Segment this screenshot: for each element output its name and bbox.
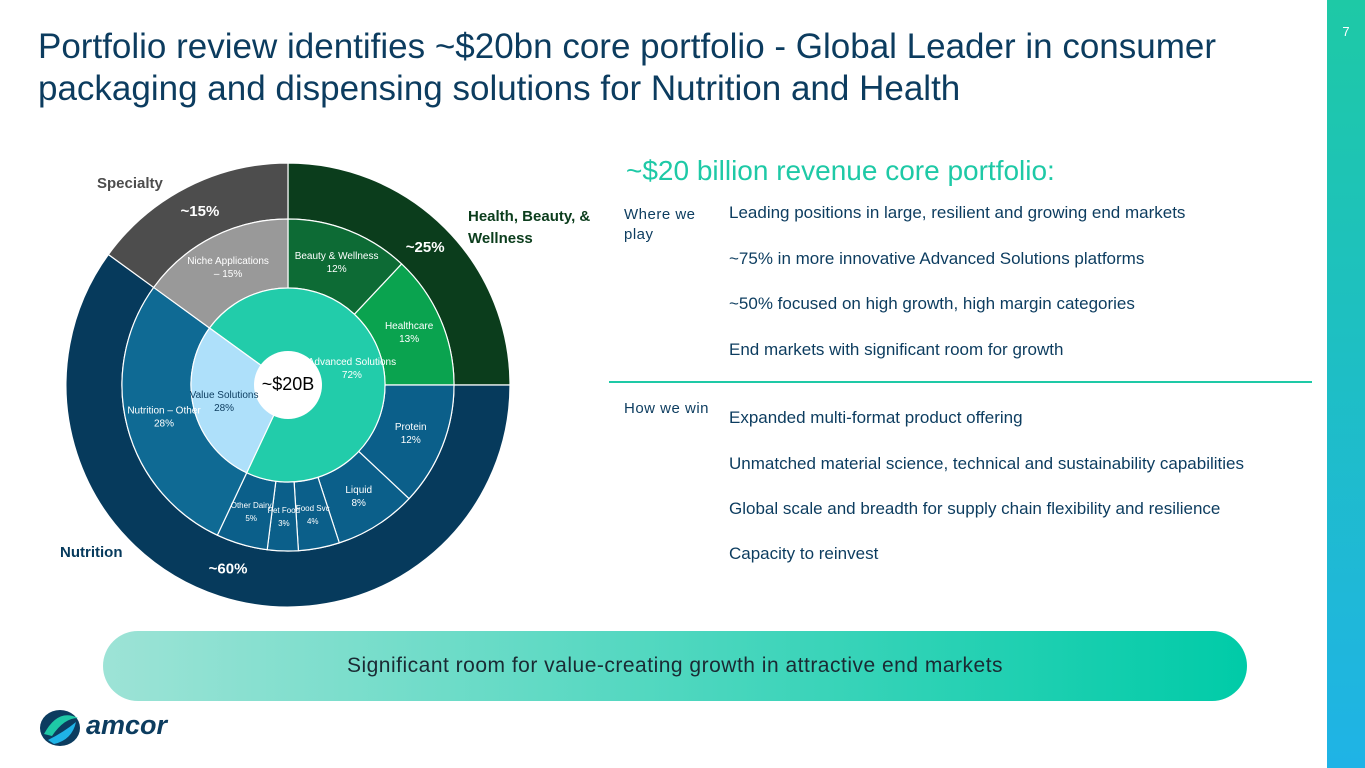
segment-label: Value Solutions (190, 390, 259, 401)
divider (609, 381, 1312, 383)
segment-value-label: 8% (352, 498, 367, 509)
segment-label: Niche Applications (187, 256, 269, 267)
segment-label: Healthcare (385, 321, 434, 332)
segment-label: Food Svc (296, 504, 330, 513)
segment-label: Protein (395, 422, 427, 433)
segment-value-label: 28% (214, 403, 234, 414)
sunburst-chart: ~$20B Beauty & Wellness 12% Healthcare 13% Pr… (65, 162, 511, 608)
segment-value-label: 13% (399, 334, 419, 345)
segment-value-label: 12% (327, 264, 347, 275)
section-item: Global scale and breadth for supply chai… (729, 499, 1221, 518)
page-number: 7 (1342, 24, 1350, 39)
segment-value-label: 4% (307, 517, 319, 526)
segment-value-label: ~25% (406, 239, 445, 256)
logo-text: amcor (86, 710, 168, 740)
segment-value-label: – 15% (214, 269, 242, 280)
banner: Significant room for value-creating grow… (103, 631, 1247, 701)
inner-segment (190, 327, 289, 474)
segment-value-label: 5% (245, 514, 257, 523)
outer-segment-name: Specialty (97, 175, 163, 192)
segment-label: Pet Food (268, 506, 300, 515)
section-item: Unmatched material science, technical an… (729, 454, 1244, 473)
center-label: ~$20B (262, 374, 315, 394)
section-item: Leading positions in large, resilient an… (729, 203, 1186, 222)
section-item: Capacity to reinvest (729, 544, 879, 563)
slide-title: Portfolio review identifies ~$20bn core … (38, 27, 1217, 108)
segment-label: Advanced Solutions (308, 357, 396, 368)
section-label: How we win (624, 400, 710, 417)
outer-segment-name: Health, Beauty, & Wellness (468, 208, 591, 247)
side-stripe (1327, 0, 1365, 768)
segment-value-label: ~60% (209, 560, 248, 577)
section-label: Where we play (624, 206, 696, 243)
segment-label: Liquid (345, 485, 372, 496)
segment-value-label: 28% (154, 418, 174, 429)
segment-value-label: 72% (342, 370, 362, 381)
segment-label: Other Dairy (231, 501, 272, 510)
summary-heading: ~$20 billion revenue core portfolio: (626, 155, 1055, 186)
segment-label: Nutrition – Other (127, 405, 201, 416)
logo-icon (40, 710, 80, 746)
segment-value-label: ~15% (181, 203, 220, 220)
segment-value-label: 3% (278, 519, 290, 528)
section-item: ~50% focused on high growth, high margin… (729, 294, 1135, 313)
section-item: End markets with significant room for gr… (729, 340, 1064, 359)
section-item: ~75% in more innovative Advanced Solutio… (729, 249, 1145, 268)
section-item: Expanded multi-format product offering (729, 408, 1023, 427)
outer-segment-name: Nutrition (60, 544, 123, 561)
center-circle (254, 351, 322, 419)
segment-label: Beauty & Wellness (295, 251, 379, 262)
segment-value-label: 12% (401, 435, 421, 446)
